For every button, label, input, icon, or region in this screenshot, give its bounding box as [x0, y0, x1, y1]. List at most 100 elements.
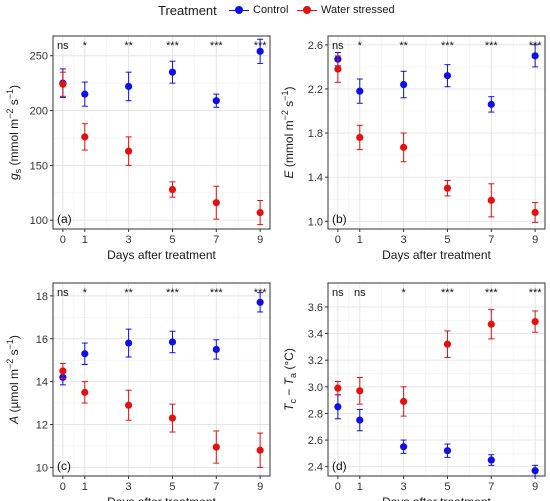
- legend-label-control: Control: [253, 4, 289, 16]
- y-tick-label: 2.6: [308, 435, 323, 447]
- x-tick-label: 1: [357, 481, 363, 493]
- y-tick-label: 2.8: [308, 408, 323, 420]
- point-control: [531, 467, 539, 475]
- significance-label: ns: [354, 287, 366, 299]
- significance-label: ***: [166, 287, 180, 299]
- y-tick-label: 1.0: [308, 216, 323, 228]
- x-tick-label: 0: [60, 481, 66, 493]
- point-control: [125, 339, 133, 347]
- point-water-stressed: [256, 446, 264, 454]
- x-tick-label: 0: [335, 481, 341, 493]
- x-tick-label: 9: [532, 234, 538, 246]
- x-tick-label: 5: [444, 234, 450, 246]
- significance-label: ***: [166, 40, 180, 52]
- x-tick-label: 3: [126, 481, 132, 493]
- plot-background: [328, 283, 545, 476]
- significance-label: ns: [332, 40, 344, 52]
- point-water-stressed: [356, 387, 364, 395]
- significance-label: ns: [332, 287, 344, 299]
- point-water-stressed: [168, 414, 177, 422]
- x-axis-label: Days after treatment: [382, 248, 491, 262]
- plot-background: [53, 283, 270, 476]
- x-tick-label: 5: [169, 234, 175, 246]
- x-tick-label: 7: [213, 481, 219, 493]
- y-tick-label: 3.0: [308, 382, 323, 394]
- significance-label: *: [83, 40, 88, 52]
- legend-item-control: Control: [228, 3, 288, 17]
- y-tick-label: 150: [30, 160, 48, 172]
- point-control: [400, 80, 408, 89]
- point-control: [256, 298, 264, 306]
- point-control: [125, 82, 133, 91]
- x-axis-label: Days after treatment: [107, 248, 216, 262]
- panel-c: 10 12 14 16 18 0 1 3 5 7 9 Days after treatment A (µ…: [5, 282, 271, 501]
- significance-label: **: [124, 40, 133, 52]
- point-control: [168, 338, 177, 346]
- x-tick-label: 7: [488, 481, 494, 493]
- point-water-stressed: [334, 384, 342, 392]
- panel-label: (c): [57, 459, 71, 473]
- significance-label: **: [399, 40, 408, 52]
- y-tick-label: 2.2: [308, 84, 323, 96]
- point-water-stressed: [256, 208, 264, 217]
- panel-a: 100 150 200 250 0 1 3 5 7 9 Days after treatment gs…: [5, 35, 271, 262]
- panel-border: [52, 282, 271, 477]
- legend-label-water-stressed: Water stressed: [321, 4, 395, 16]
- y-tick-label: 3.4: [308, 329, 323, 341]
- y-tick-label: 18: [36, 291, 48, 303]
- significance-label: ns: [57, 287, 69, 299]
- legend-symbol-control: [228, 3, 250, 17]
- point-water-stressed: [443, 340, 452, 348]
- point-control: [356, 416, 364, 424]
- x-tick-label: 7: [488, 234, 494, 246]
- y-tick-label: 2.4: [308, 462, 323, 474]
- significance-label: *: [358, 40, 363, 52]
- significance-label: *: [83, 287, 88, 299]
- significance-label: ***: [485, 287, 499, 299]
- y-axis-label: E (mmol m−2 s−1): [280, 87, 296, 179]
- x-tick-label: 1: [357, 234, 363, 246]
- panel-label: (d): [332, 459, 347, 473]
- point-control: [400, 443, 408, 451]
- y-tick-label: 200: [30, 106, 48, 118]
- point-water-stressed: [400, 397, 408, 406]
- significance-label: ***: [485, 40, 499, 52]
- point-water-stressed: [212, 199, 220, 207]
- y-tick-label: 2.6: [308, 40, 323, 52]
- significance-label: ***: [441, 40, 455, 52]
- x-tick-label: 7: [213, 234, 219, 246]
- point-water-stressed: [487, 196, 495, 204]
- x-tick-label: 9: [257, 481, 263, 493]
- point-water-stressed: [531, 318, 539, 326]
- significance-label: ***: [441, 287, 455, 299]
- point-water-stressed: [59, 367, 67, 375]
- x-tick-label: 3: [401, 481, 407, 493]
- point-water-stressed: [400, 143, 408, 151]
- significance-label: ***: [210, 287, 224, 299]
- y-tick-label: 1.4: [308, 172, 323, 184]
- point-control: [443, 447, 452, 455]
- point-water-stressed: [81, 388, 89, 396]
- panel-border: [52, 35, 271, 230]
- x-tick-label: 3: [401, 234, 407, 246]
- point-water-stressed: [59, 80, 67, 88]
- point-water-stressed: [168, 185, 177, 194]
- panel-b: 1.0 1.4 1.8 2.2 2.6 0 1 3 5 7 9 Days after treatmen…: [280, 35, 546, 262]
- point-control: [487, 456, 495, 464]
- point-control: [81, 90, 89, 98]
- point-water-stressed: [81, 133, 89, 141]
- x-tick-label: 5: [444, 481, 450, 493]
- y-tick-label: 14: [36, 377, 48, 389]
- panel-d: 2.4 2.6 2.8 3.0 3.2 3.4 3.6 0 1 3 5 7 9 Days after tr…: [282, 282, 546, 501]
- point-control: [256, 47, 264, 55]
- legend: Treatment Control Water stressed: [0, 0, 550, 22]
- significance-label: ***: [210, 40, 224, 52]
- point-control: [212, 97, 220, 105]
- point-control: [531, 52, 539, 60]
- x-axis-label: Days after treatment: [382, 495, 491, 501]
- point-control: [212, 345, 220, 354]
- point-water-stressed: [487, 320, 495, 328]
- panel-label: (a): [57, 212, 72, 226]
- point-water-stressed: [334, 65, 342, 73]
